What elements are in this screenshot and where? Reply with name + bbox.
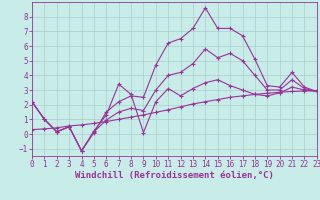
X-axis label: Windchill (Refroidissement éolien,°C): Windchill (Refroidissement éolien,°C) bbox=[75, 171, 274, 180]
